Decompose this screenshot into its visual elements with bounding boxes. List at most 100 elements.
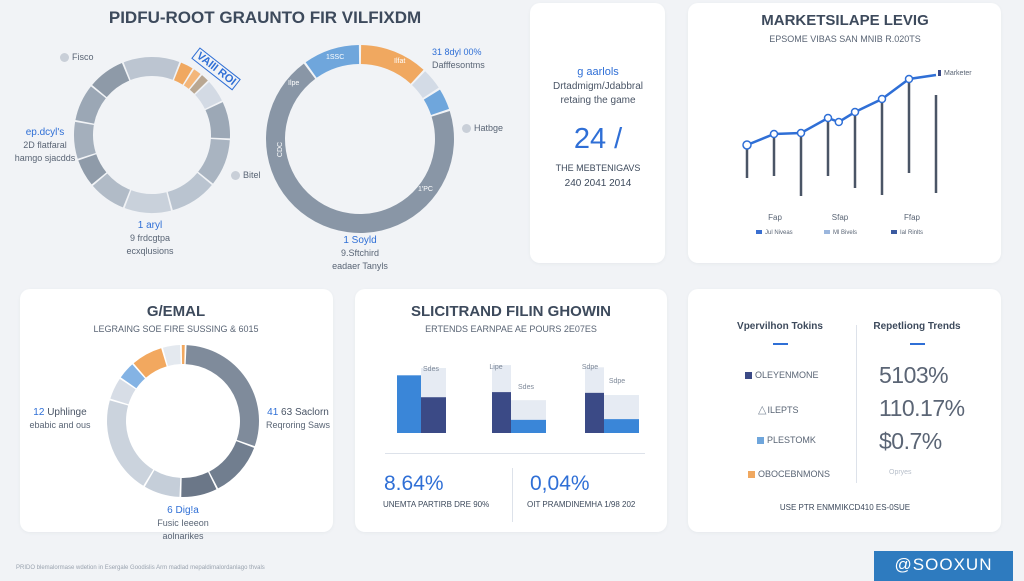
donut-segment: [411, 71, 439, 99]
value: 12: [33, 407, 45, 418]
stat-caption: 240 2041 2014: [564, 178, 632, 189]
stat-line: retaing the game: [560, 95, 636, 106]
donut-segment: [209, 441, 255, 489]
segment-label: Ilpe: [288, 80, 300, 87]
donut-left-left-callout: ep.dcyl's 2D flatfaral hamgo sjacdds: [10, 126, 80, 165]
general-left-callout: 12 Uphlinge ebabic and ous: [25, 406, 95, 432]
page-title: PIDFU-ROOT GRAUNTO FIR VILFIXDM: [108, 8, 422, 27]
footer-note: PRIDO blemalormase wdetion in Esergale G…: [16, 565, 265, 571]
data-point: [823, 113, 833, 123]
stat-card: g aarlols Drtadmigm/Jdabbral retaing the…: [530, 3, 665, 263]
bar-label: Sdes: [518, 384, 534, 391]
donut-right: [265, 45, 454, 234]
stat2-caption: OIT PRAMDINEMHA 1/98 202: [527, 500, 636, 509]
brand-button[interactable]: @SOOXUN: [874, 551, 1013, 581]
general-title: G/EMAL: [146, 303, 206, 320]
header-underline: [910, 343, 925, 345]
donut-segment: [162, 345, 181, 367]
segment-label: Ilfat: [394, 58, 406, 65]
donut-segment: [167, 172, 212, 211]
donut-segment: [120, 364, 145, 389]
legend-swatch: [756, 230, 762, 235]
legend-swatch: [938, 70, 941, 77]
trend-value: 5103%: [879, 362, 949, 388]
donut-segment: [185, 345, 259, 447]
bar: [511, 419, 546, 433]
circle-icon: [231, 171, 240, 181]
stat-line: Drtadmigm/Jdabbral: [552, 81, 644, 92]
trend-value: $0.7%: [879, 428, 942, 454]
left-header: Vpervilhon Tokins: [737, 321, 823, 332]
growth-card: SLICITRAND FILIN GHOWIN ERTENDS EARNPAE …: [355, 289, 667, 532]
donut-segment: [195, 81, 222, 109]
bar-label: Lipe: [489, 364, 502, 371]
legend-swatch: [824, 230, 830, 235]
callout-line: ebabic and ous: [29, 420, 91, 430]
callout-line: hamgo sjacdds: [14, 153, 76, 163]
segment-label: 1'PC: [418, 186, 433, 193]
donut-segment: [133, 348, 167, 378]
general-subtitle: LEGRAING SOE FIRE SUSSING & 6015: [93, 324, 259, 334]
callout-line: Reqroring Saws: [265, 420, 331, 430]
callout-value: 6 Dig!a: [167, 505, 199, 516]
label: Jul Niveas: [765, 230, 793, 236]
legend-item: Ml Bivels: [824, 230, 857, 236]
trends-card: Vpervilhon Tokins Repetliong Trends OLEY…: [688, 289, 1001, 532]
label: Hatbge: [474, 123, 504, 133]
trend-item: OLEYENMONE: [745, 370, 819, 380]
square-icon: [757, 437, 764, 445]
general-card: G/EMAL LEGRAING SOE FIRE SUSSING & 6015 …: [20, 289, 333, 541]
donut-segment: [124, 190, 172, 214]
label: 63 Saclorn: [281, 407, 329, 418]
market-subtitle: EPSOME VIBAS SAN MNIB R.020TS: [769, 34, 921, 44]
donut-right-bottom-callout: 1 Soyld 9.Sftchird eadaer Tanyls: [325, 234, 395, 273]
donut-segment: [189, 75, 208, 94]
data-point: [877, 94, 887, 104]
donut-left-bottom-callout: 1 aryl 9 frdcgtpa ecxqlusions: [120, 219, 180, 258]
square-icon: [745, 372, 752, 380]
label: Ial Rinlts: [900, 230, 924, 236]
market-title: MARKETSILAPE LEVIG: [761, 12, 929, 29]
x-tick-label: Ffap: [903, 213, 921, 222]
callout-value: 31 8dyl 00%: [432, 46, 485, 59]
label: OBOCEBNMONS: [758, 469, 831, 479]
label: Uphlinge: [47, 407, 87, 418]
data-point: [796, 128, 806, 138]
label: Fisco: [72, 52, 94, 62]
trend-item: △ILEPTS: [758, 403, 798, 416]
donut-segment: [305, 45, 360, 78]
growth-bar-chart: Sdes Lipe Sdes Sdpe Sdpe: [397, 364, 639, 433]
growth-subtitle: ERTENDS EARNPAE AE POURS 2E07ES: [425, 324, 597, 334]
donut-right-top-callout: 31 8dyl 00% Dafffesontms: [432, 46, 485, 72]
stat2-value: 0,04%: [530, 472, 590, 495]
trend-value: Opryes: [889, 469, 912, 476]
donut-segment: [423, 89, 450, 115]
bar-label: Sdpe: [582, 364, 598, 371]
stat-value: 24 /: [573, 123, 623, 155]
stat-kicker: g aarlols: [577, 66, 619, 78]
donut-segment: [110, 378, 136, 405]
bar: [492, 392, 511, 433]
general-right-callout: 41 63 Saclorn Reqroring Saws: [263, 406, 333, 432]
label: PLESTOMK: [767, 435, 816, 445]
callout-line: 9.Sftchird: [340, 248, 380, 258]
label: OLEYENMONE: [755, 370, 819, 380]
segment-label: CDC: [277, 141, 285, 158]
label: Marketer: [944, 70, 972, 77]
callout-line: Dafffesontms: [432, 60, 485, 70]
data-point: [904, 74, 914, 84]
divider: [385, 453, 645, 454]
donut-segment: [181, 472, 217, 497]
donut-segment: [78, 154, 107, 185]
divider: [512, 468, 513, 522]
bar: [421, 397, 446, 433]
donut-segment: [144, 470, 181, 497]
callout-line: eadaer Tanyls: [332, 261, 388, 271]
label: ILEPTS: [767, 405, 799, 415]
bar: [585, 392, 604, 433]
data-point: [850, 107, 860, 117]
series-label: Marketer: [938, 70, 972, 77]
right-header: Repetliong Trends: [873, 321, 961, 332]
donut-segment: [173, 62, 193, 85]
callout-value: 1 Soyld: [343, 235, 377, 246]
